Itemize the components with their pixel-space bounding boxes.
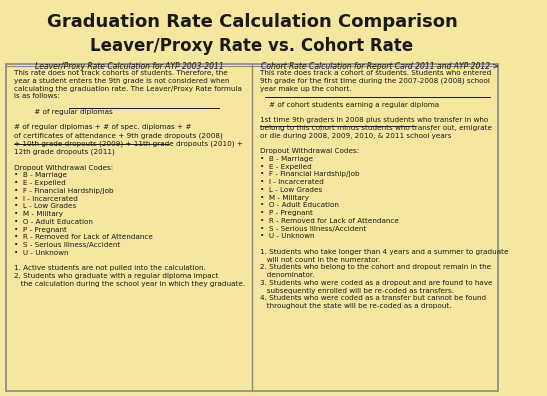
Text: Cohort Rate Calculation for Report Card 2011 and AYP 2012 >: Cohort Rate Calculation for Report Card … [261, 62, 499, 71]
FancyBboxPatch shape [7, 64, 498, 391]
Text: This rate does track a cohort of students. Students who entered
9th grade for th: This rate does track a cohort of student… [260, 70, 508, 309]
Text: Leaver/Proxy Rate Calculation for AYP 2003-2011: Leaver/Proxy Rate Calculation for AYP 20… [35, 62, 224, 71]
Text: Graduation Rate Calculation Comparison: Graduation Rate Calculation Comparison [46, 13, 457, 31]
Text: This rate does not track cohorts of students. Therefore, the
year a student ente: This rate does not track cohorts of stud… [14, 70, 245, 287]
Text: Leaver/Proxy Rate vs. Cohort Rate: Leaver/Proxy Rate vs. Cohort Rate [90, 37, 414, 55]
